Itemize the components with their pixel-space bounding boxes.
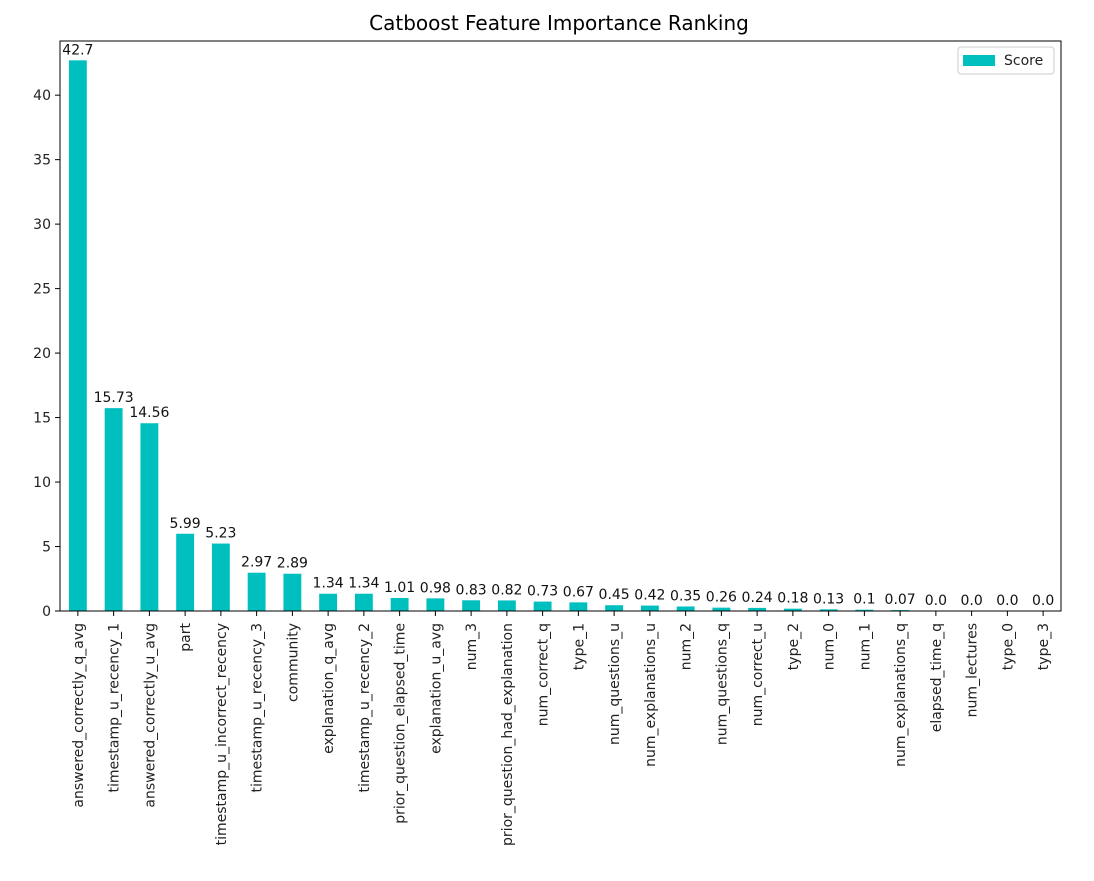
x-tick-label: type_0 — [1000, 623, 1016, 670]
x-tick-label: type_1 — [571, 623, 587, 670]
data-label: 0.83 — [456, 582, 487, 598]
x-tick-label: timestamp_u_recency_2 — [357, 623, 373, 793]
x-tick-label: type_3 — [1036, 623, 1052, 670]
data-label: 0.26 — [706, 590, 737, 606]
data-label: 0.98 — [420, 580, 451, 596]
y-tick-label: 35 — [33, 153, 51, 169]
data-label: 1.34 — [348, 576, 379, 592]
x-tick-label: num_3 — [464, 623, 480, 670]
legend-swatch — [963, 55, 995, 66]
chart-title: Catboost Feature Importance Ranking — [369, 11, 749, 35]
data-label: 0.13 — [813, 591, 844, 607]
data-label: 0.73 — [527, 584, 558, 600]
x-tick-label: timestamp_u_recency_1 — [107, 623, 123, 793]
data-label: 0.82 — [491, 582, 522, 598]
x-tick-label: num_questions_u — [607, 623, 623, 745]
y-tick-label: 10 — [33, 475, 51, 491]
x-tick-label: community — [285, 623, 301, 702]
bar — [462, 600, 481, 611]
x-tick-label: explanation_q_avg — [321, 623, 337, 754]
data-label: 0.35 — [670, 588, 701, 604]
bar — [426, 598, 445, 611]
bar — [855, 609, 874, 611]
x-tick-label: type_2 — [786, 623, 802, 670]
bar — [819, 609, 838, 611]
bar — [676, 606, 695, 611]
x-tick-label: elapsed_time_q — [929, 623, 945, 732]
x-tick-label: timestamp_u_recency_3 — [250, 623, 266, 793]
legend: Score — [957, 46, 1055, 75]
bar — [104, 408, 123, 611]
axes-frame — [59, 40, 1062, 612]
x-tick-label: part — [178, 622, 194, 651]
x-tick-label: num_questions_q — [714, 623, 730, 745]
bar — [176, 533, 195, 611]
data-label: 0.0 — [996, 593, 1018, 609]
data-label: 42.7 — [62, 42, 93, 58]
data-label: 2.89 — [277, 556, 308, 572]
data-label: 0.1 — [853, 592, 875, 608]
bar — [533, 601, 552, 611]
y-tick-label: 0 — [42, 604, 51, 620]
x-tick-label: num_explanations_u — [643, 623, 659, 767]
x-tick-label: num_lectures — [965, 623, 981, 717]
data-label: 0.0 — [960, 593, 982, 609]
x-tick-label: num_explanations_q — [893, 623, 909, 767]
data-label: 14.56 — [129, 405, 169, 421]
data-label: 1.34 — [313, 576, 344, 592]
data-label: 0.18 — [777, 591, 808, 607]
bar — [390, 597, 409, 611]
bar — [319, 593, 338, 611]
x-tick-label: answered_correctly_u_avg — [142, 623, 158, 808]
data-label: 0.45 — [599, 587, 630, 603]
x-tick-label: prior_question_had_explanation — [500, 623, 516, 846]
data-label: 0.0 — [1032, 593, 1054, 609]
data-label: 0.0 — [925, 593, 947, 609]
bar — [497, 600, 516, 611]
legend-label: Score — [1004, 53, 1043, 69]
y-tick-label: 25 — [33, 282, 51, 298]
y-tick-label: 15 — [33, 411, 51, 427]
plot-area: 0 5 10 15 20 25 30 35 40 42.7 answered_correctly_q… — [33, 40, 1062, 846]
x-tick-label: timestamp_u_incorrect_recency — [214, 623, 230, 845]
bar — [712, 607, 731, 611]
y-tick-label: 40 — [33, 88, 51, 104]
x-tick-label: num_correct_q — [536, 623, 552, 726]
bar — [211, 543, 230, 611]
x-tick-label: num_1 — [857, 623, 873, 670]
bar — [569, 602, 588, 611]
x-tick-label: num_correct_u — [750, 623, 766, 726]
bar — [68, 60, 87, 612]
bar — [605, 605, 624, 611]
x-tick-label: prior_question_elapsed_time — [393, 623, 409, 824]
data-label: 1.01 — [384, 580, 415, 596]
bar — [140, 423, 159, 611]
data-label: 0.24 — [742, 590, 773, 606]
data-label: 5.99 — [170, 516, 201, 532]
y-tick-label: 20 — [33, 346, 51, 362]
bar — [640, 605, 659, 611]
data-label: 0.42 — [634, 588, 665, 604]
data-label: 2.97 — [241, 555, 272, 571]
bar — [247, 572, 266, 611]
bar — [748, 607, 767, 611]
legend-frame — [957, 46, 1055, 75]
data-label: 15.73 — [94, 390, 134, 406]
y-tick-label: 30 — [33, 217, 51, 233]
x-tick-label: explanation_u_avg — [428, 623, 444, 754]
y-tick-label: 5 — [42, 540, 51, 556]
data-label: 0.07 — [885, 592, 916, 608]
x-tick-label: num_0 — [822, 623, 838, 670]
bar — [354, 593, 373, 611]
bar — [283, 573, 302, 611]
x-tick-label: answered_correctly_q_avg — [71, 623, 87, 808]
x-tick-label: num_2 — [679, 623, 695, 670]
data-label: 5.23 — [205, 526, 236, 542]
bar — [783, 608, 802, 611]
data-label: 0.67 — [563, 584, 594, 600]
